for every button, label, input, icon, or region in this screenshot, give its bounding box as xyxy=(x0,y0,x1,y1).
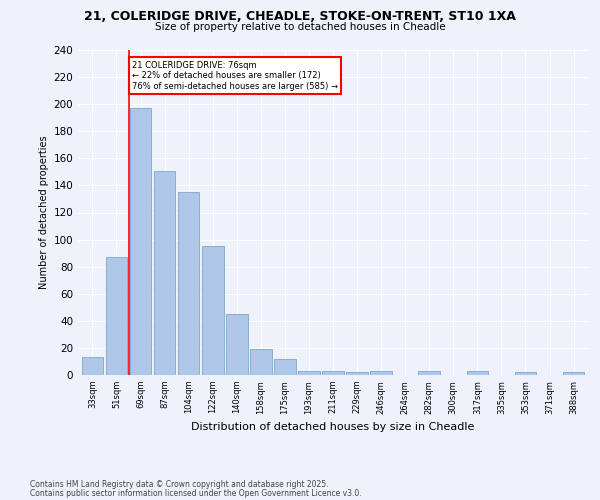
Bar xyxy=(130,108,151,375)
Text: Size of property relative to detached houses in Cheadle: Size of property relative to detached ho… xyxy=(155,22,445,32)
Bar xyxy=(202,246,224,375)
Text: Contains HM Land Registry data © Crown copyright and database right 2025.: Contains HM Land Registry data © Crown c… xyxy=(30,480,329,489)
Bar xyxy=(322,371,344,375)
Y-axis label: Number of detached properties: Number of detached properties xyxy=(39,136,49,290)
Bar xyxy=(250,350,272,375)
Bar xyxy=(467,371,488,375)
Bar xyxy=(226,314,248,375)
Bar xyxy=(298,371,320,375)
Bar xyxy=(154,170,175,375)
Bar xyxy=(515,372,536,375)
Bar xyxy=(370,371,392,375)
Bar xyxy=(563,372,584,375)
Bar xyxy=(82,358,103,375)
Bar xyxy=(274,359,296,375)
Bar xyxy=(106,257,127,375)
Text: Contains public sector information licensed under the Open Government Licence v3: Contains public sector information licen… xyxy=(30,488,362,498)
Bar xyxy=(346,372,368,375)
Text: 21, COLERIDGE DRIVE, CHEADLE, STOKE-ON-TRENT, ST10 1XA: 21, COLERIDGE DRIVE, CHEADLE, STOKE-ON-T… xyxy=(84,10,516,23)
X-axis label: Distribution of detached houses by size in Cheadle: Distribution of detached houses by size … xyxy=(191,422,475,432)
Text: 21 COLERIDGE DRIVE: 76sqm
← 22% of detached houses are smaller (172)
76% of semi: 21 COLERIDGE DRIVE: 76sqm ← 22% of detac… xyxy=(132,61,338,90)
Bar xyxy=(418,371,440,375)
Bar xyxy=(178,192,199,375)
